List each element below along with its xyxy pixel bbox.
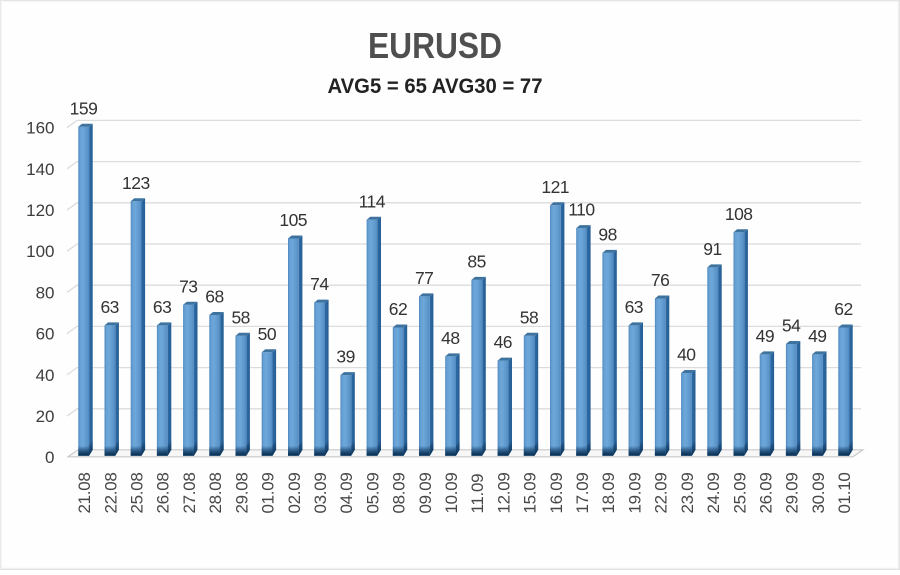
svg-text:12.09: 12.09 bbox=[494, 472, 513, 513]
svg-text:16.09: 16.09 bbox=[547, 472, 566, 513]
svg-text:40: 40 bbox=[677, 345, 696, 365]
svg-text:121: 121 bbox=[541, 177, 569, 197]
svg-text:23.09: 23.09 bbox=[678, 472, 697, 513]
svg-text:17.09: 17.09 bbox=[573, 472, 592, 513]
svg-text:108: 108 bbox=[725, 204, 753, 224]
svg-text:21.08: 21.08 bbox=[75, 472, 94, 513]
svg-text:24.09: 24.09 bbox=[704, 472, 723, 513]
svg-text:63: 63 bbox=[100, 297, 118, 317]
svg-text:49: 49 bbox=[756, 326, 774, 346]
svg-text:40: 40 bbox=[36, 366, 55, 385]
svg-text:18.09: 18.09 bbox=[599, 472, 618, 513]
svg-text:48: 48 bbox=[441, 328, 459, 348]
svg-text:EURUSD: EURUSD bbox=[368, 25, 502, 66]
svg-text:39: 39 bbox=[336, 347, 354, 367]
svg-text:05.09: 05.09 bbox=[363, 472, 382, 513]
svg-text:110: 110 bbox=[568, 200, 595, 220]
svg-text:98: 98 bbox=[598, 225, 616, 245]
svg-text:68: 68 bbox=[205, 287, 223, 307]
svg-text:01.09: 01.09 bbox=[259, 472, 278, 513]
svg-text:10.09: 10.09 bbox=[442, 472, 461, 513]
svg-text:91: 91 bbox=[703, 239, 721, 259]
svg-text:26.09: 26.09 bbox=[757, 472, 776, 513]
svg-text:20: 20 bbox=[36, 407, 55, 426]
svg-text:03.09: 03.09 bbox=[311, 472, 330, 513]
svg-text:73: 73 bbox=[179, 276, 197, 296]
svg-text:AVG5 = 65 AVG30 = 77: AVG5 = 65 AVG30 = 77 bbox=[328, 74, 543, 98]
svg-text:160: 160 bbox=[26, 119, 54, 138]
svg-text:100: 100 bbox=[26, 242, 54, 261]
svg-text:26.08: 26.08 bbox=[154, 472, 173, 513]
svg-text:49: 49 bbox=[808, 326, 826, 346]
svg-text:19.09: 19.09 bbox=[625, 472, 644, 513]
svg-text:04.09: 04.09 bbox=[337, 472, 356, 513]
svg-text:77: 77 bbox=[415, 268, 433, 288]
svg-text:29.09: 29.09 bbox=[783, 472, 802, 513]
svg-text:25.08: 25.08 bbox=[128, 472, 147, 513]
svg-text:0: 0 bbox=[45, 448, 54, 467]
svg-text:62: 62 bbox=[834, 299, 852, 319]
svg-text:50: 50 bbox=[258, 324, 277, 344]
svg-text:58: 58 bbox=[231, 307, 249, 327]
svg-text:63: 63 bbox=[625, 297, 643, 317]
svg-text:62: 62 bbox=[389, 299, 407, 319]
svg-text:46: 46 bbox=[494, 332, 512, 352]
svg-text:02.09: 02.09 bbox=[285, 472, 304, 513]
svg-text:30.09: 30.09 bbox=[809, 472, 828, 513]
svg-text:54: 54 bbox=[782, 316, 801, 336]
svg-text:74: 74 bbox=[310, 274, 329, 294]
svg-text:114: 114 bbox=[359, 191, 386, 211]
svg-text:80: 80 bbox=[36, 283, 55, 302]
svg-text:08.09: 08.09 bbox=[390, 472, 409, 513]
svg-text:15.09: 15.09 bbox=[521, 472, 540, 513]
svg-text:76: 76 bbox=[651, 270, 669, 290]
svg-text:140: 140 bbox=[26, 160, 54, 179]
svg-text:25.09: 25.09 bbox=[730, 472, 749, 513]
svg-text:85: 85 bbox=[467, 252, 485, 272]
svg-text:29.08: 29.08 bbox=[232, 472, 251, 513]
svg-text:159: 159 bbox=[70, 98, 98, 118]
svg-text:01.10: 01.10 bbox=[835, 472, 854, 513]
svg-text:63: 63 bbox=[153, 297, 171, 317]
svg-text:09.09: 09.09 bbox=[416, 472, 435, 513]
svg-text:123: 123 bbox=[122, 173, 150, 193]
svg-text:27.08: 27.08 bbox=[180, 472, 199, 513]
svg-text:60: 60 bbox=[36, 325, 55, 344]
svg-text:22.08: 22.08 bbox=[101, 472, 120, 513]
svg-text:120: 120 bbox=[26, 201, 54, 220]
svg-text:11.09: 11.09 bbox=[468, 474, 487, 514]
svg-text:28.08: 28.08 bbox=[206, 472, 225, 513]
svg-text:22.09: 22.09 bbox=[652, 472, 671, 513]
svg-text:105: 105 bbox=[279, 210, 307, 230]
svg-text:58: 58 bbox=[520, 307, 538, 327]
